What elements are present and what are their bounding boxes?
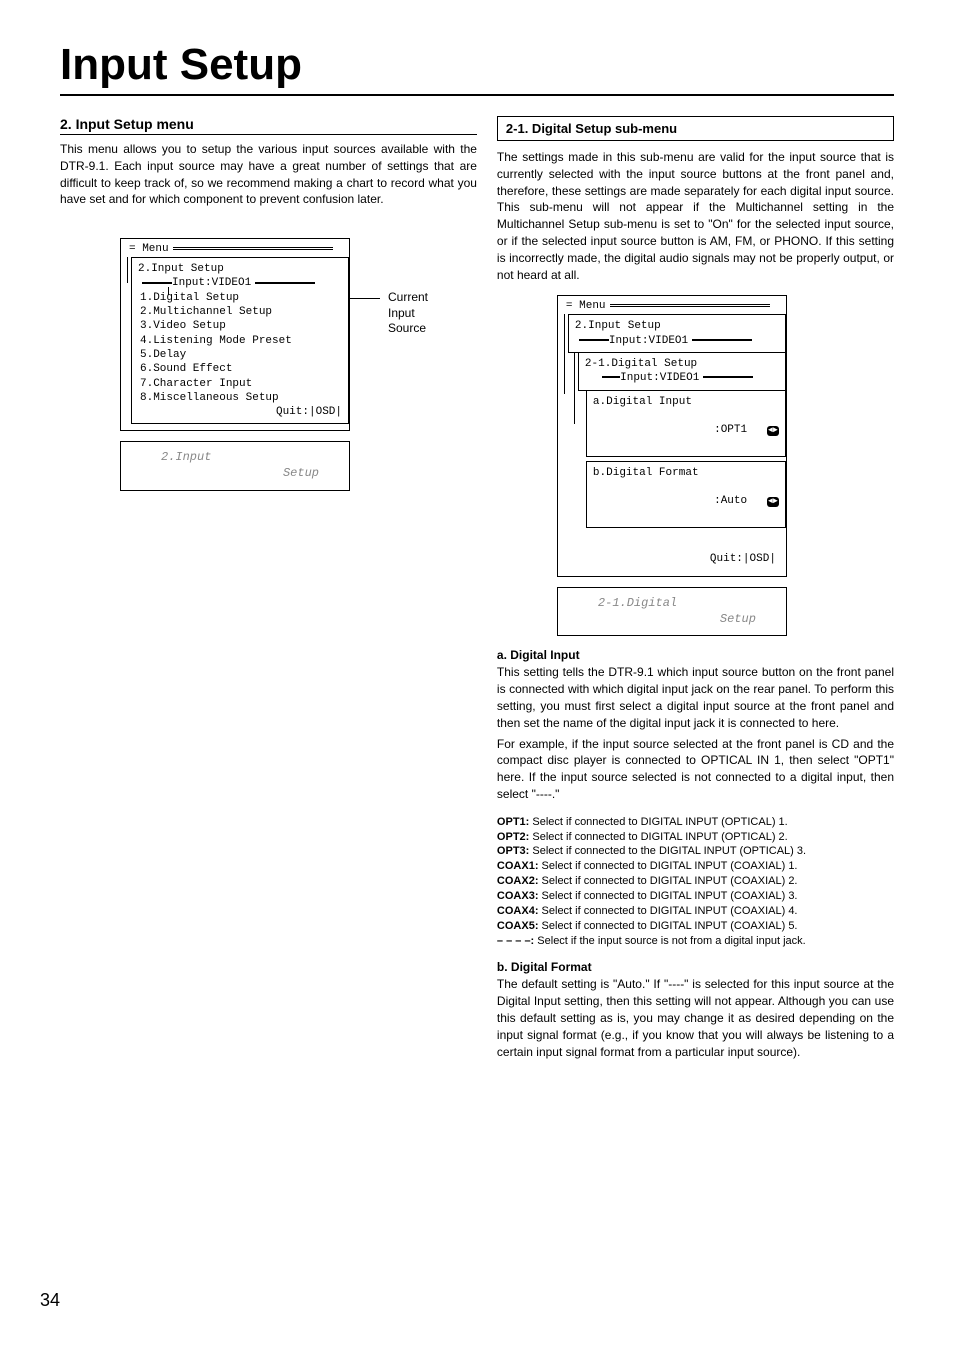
menu-quit: Quit:|OSD| — [140, 405, 342, 419]
option-coax1: COAX1: Select if connected to DIGITAL IN… — [497, 859, 894, 874]
option-coax5: COAX5: Select if connected to DIGITAL IN… — [497, 919, 894, 934]
options-list: OPT1: Select if connected to DIGITAL INP… — [497, 815, 894, 949]
submenu-2-1-title: 2-1. Digital Setup sub-menu — [497, 116, 894, 141]
menu-title-line-r: 2.Input Setup — [575, 319, 779, 333]
sub-a-p1: This setting tells the DTR-9.1 which inp… — [497, 664, 894, 731]
lcd-display: 2.Input Setup — [120, 441, 350, 490]
submenu-2-1-intro: The settings made in this sub-menu are v… — [497, 149, 894, 283]
lcd-line1-r: 2-1.Digital — [568, 596, 776, 612]
menu-content-box-2: 2-1.Digital Setup Input:VIDEO1 — [578, 352, 786, 391]
menu-item-1: 1.Digital Setup — [140, 291, 342, 305]
lcd-display-right: 2-1.Digital Setup — [557, 587, 787, 636]
item-b-label: b.Digital Format — [593, 466, 779, 480]
right-column: 2-1. Digital Setup sub-menu The settings… — [497, 116, 894, 1072]
menu-box-outer-right: = Menu 2.Input Setup Input:VIDEO1 2-1.Di… — [557, 295, 787, 577]
option-coax3: COAX3: Select if connected to DIGITAL IN… — [497, 889, 894, 904]
item-a-value: :OPT1 ◄► — [593, 409, 779, 452]
option-opt3: OPT3: Select if connected to the DIGITAL… — [497, 844, 894, 859]
menu-item-6: 6.Sound Effect — [140, 362, 342, 376]
side-label-current-input-source: Current Input Source — [388, 290, 428, 337]
menu-item-8: 8.Miscellaneous Setup — [140, 391, 342, 405]
menu-item-b-box: b.Digital Format :Auto ◄► — [586, 461, 786, 528]
sub-b-heading: b. Digital Format — [497, 960, 894, 974]
section-2-intro: This menu allows you to setup the variou… — [60, 141, 477, 208]
option-coax2: COAX2: Select if connected to DIGITAL IN… — [497, 874, 894, 889]
sub-a-p2: For example, if the input source selecte… — [497, 736, 894, 803]
lcd-line2: Setup — [131, 466, 339, 482]
lcd-line1: 2.Input — [131, 450, 339, 466]
sub-a-heading: a. Digital Input — [497, 648, 894, 662]
menu-box-outer: = Menu 2.Input Setup Input:VIDEO1 1.Digi… — [120, 238, 350, 431]
menu-item-4: 4.Listening Mode Preset — [140, 334, 342, 348]
option-opt1: OPT1: Select if connected to DIGITAL INP… — [497, 815, 894, 830]
sub-b-p1: The default setting is "Auto." If "----"… — [497, 976, 894, 1060]
option-coax4: COAX4: Select if connected to DIGITAL IN… — [497, 904, 894, 919]
menu-item-a-box: a.Digital Input :OPT1 ◄► — [586, 390, 786, 457]
page-title: Input Setup — [60, 40, 894, 96]
section-2-title: 2. Input Setup menu — [60, 116, 477, 135]
item-a-label: a.Digital Input — [593, 395, 779, 409]
left-diagram: = Menu 2.Input Setup Input:VIDEO1 1.Digi… — [120, 238, 477, 490]
menu-item-3: 3.Video Setup — [140, 319, 342, 333]
menu-item-5: 5.Delay — [140, 348, 342, 362]
option-none: – – – –: Select if the input source is n… — [497, 934, 894, 949]
menu-title-line: 2.Input Setup — [138, 262, 342, 276]
sub-input-line: Input:VIDEO1 — [585, 371, 779, 385]
option-opt2: OPT2: Select if connected to DIGITAL INP… — [497, 830, 894, 845]
sub-title-line: 2-1.Digital Setup — [585, 357, 779, 371]
menu-header-right: = Menu — [558, 296, 786, 314]
menu-item-2: 2.Multichannel Setup — [140, 305, 342, 319]
menu-item-7: 7.Character Input — [140, 377, 342, 391]
item-b-value: :Auto ◄► — [593, 480, 779, 523]
lcd-line2-r: Setup — [568, 612, 776, 628]
menu-quit-r: Quit:|OSD| — [568, 528, 786, 570]
page-number: 34 — [40, 1290, 60, 1311]
menu-input-line-r: Input:VIDEO1 — [575, 334, 779, 348]
left-right-arrow-icon: ◄► — [767, 426, 779, 436]
left-column: 2. Input Setup menu This menu allows you… — [60, 116, 477, 1072]
menu-content-box-1: 2.Input Setup Input:VIDEO1 — [568, 314, 786, 353]
left-right-arrow-icon: ◄► — [767, 497, 779, 507]
menu-header: = Menu — [121, 239, 349, 257]
menu-content-box: 2.Input Setup Input:VIDEO1 1.Digital Set… — [131, 257, 349, 424]
right-diagram: = Menu 2.Input Setup Input:VIDEO1 2-1.Di… — [557, 295, 894, 636]
